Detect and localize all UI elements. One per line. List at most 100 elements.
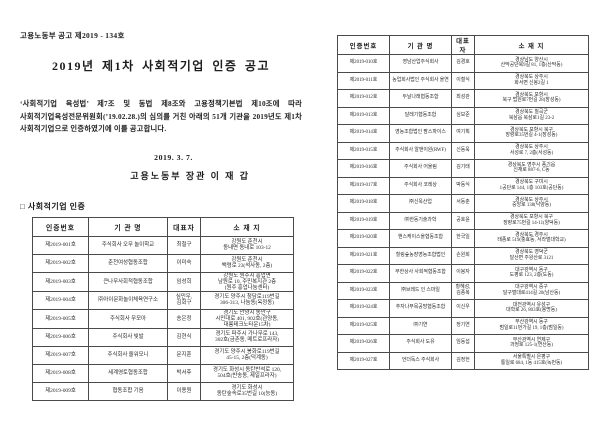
table-row: 제2019-003호 큰나무사회적협동조합 임성희 강원도 원주시 흥업면 남원로 1… bbox=[32, 271, 294, 292]
column-header: 기 관 명 bbox=[389, 35, 452, 55]
org-name-cell: 주식회사 무모아 bbox=[88, 308, 168, 329]
org-name-cell: 달레기협동조합 bbox=[389, 106, 452, 125]
address-cell: 경상북도 포항시 북구 장량로35번길 4-1(장성동) bbox=[474, 124, 589, 143]
table-row: 제2019-027호 언더독스 주식회사 김정헌 서울특별시 은평구 통일로 684,… bbox=[337, 351, 589, 370]
table-row: 제2019-022호 무한상사 사회적협동조합 이봉자 대구광역시 동구 도평로 12… bbox=[337, 264, 589, 283]
address-cell: 강원도 춘천시 백령로 23(석사동, 2층) bbox=[200, 253, 294, 273]
cert-no-cell: 제2019-008호 bbox=[32, 363, 89, 383]
representative-cell: 서동춘 bbox=[451, 194, 475, 213]
table-row: 제2019-012호 두날나래협동조합 최성관 경상북도 포항시 북구 법원로7번길 … bbox=[337, 89, 589, 108]
address-cell: 경상북도 칠곡군 북삼읍 북삼로1길 23-2 bbox=[474, 106, 589, 125]
address-cell: 경상북도 경주시 태종로 519(충효동, 서라벌대학교) bbox=[474, 229, 589, 248]
cert-no-cell: 제2019-010호 bbox=[337, 54, 390, 73]
column-header: 인증번호 bbox=[337, 35, 390, 55]
cert-no-cell: 제2019-013호 bbox=[337, 106, 390, 125]
cert-no-cell: 제2019-004호 bbox=[32, 290, 89, 310]
address-cell: 경기도 안양시 동안구 시민대로 401, 902호(관양동, 대륭테크노타운1… bbox=[200, 308, 294, 329]
address-cell: 경기도 양주시 봉화로119번길 45-15, 2층(덕계동) bbox=[200, 345, 294, 365]
org-name-cell: 큰나무사회적협동조합 bbox=[88, 271, 168, 292]
address-cell: 부산광역시 동구 범일로11번가길 19, 1층(범일동) bbox=[474, 316, 589, 335]
column-header: 인증번호 bbox=[32, 216, 89, 237]
org-name-cell: 핸스케이스올협동조합 bbox=[389, 229, 452, 248]
section-title: □ 사회적기업 인증 bbox=[20, 201, 86, 211]
representative-cell: 최성관 bbox=[451, 89, 475, 108]
representative-cell: 여기획 bbox=[451, 124, 475, 143]
address-cell: 경기도 화성시 동탄숲속로35번길 10(능동) bbox=[200, 381, 294, 401]
representative-cell: 이미숙 bbox=[167, 253, 201, 273]
table-row: 제2019-013호 달레기협동조합 심보준 경상북도 칠곡군 북삼읍 북삼로1길 2… bbox=[337, 106, 589, 125]
address-cell: 경기도 양주시 청담로119번길 306-313, 나눔동(옥정동) bbox=[200, 290, 294, 310]
address-cell: 경상북도 상주시 화서면 신봉2길 1 bbox=[474, 71, 589, 90]
cert-no-cell: 제2019-005호 bbox=[32, 308, 89, 329]
org-name-cell: 추자나무목공방협동조합 bbox=[389, 299, 452, 318]
address-cell: 부산광역시 연제구 과정로 125-1(연산동) bbox=[474, 334, 589, 353]
cert-no-cell: 제2019-021호 bbox=[337, 246, 390, 265]
org-name-cell: ㈜신옥산업 bbox=[389, 194, 452, 213]
column-header: 소 재 지 bbox=[474, 35, 589, 55]
org-name-cell: 주식회사 알앤이원(RWF) bbox=[389, 141, 452, 160]
address-cell: 강원도 원주시 흥업면 남원로 10, 주민복지관 2층 (원주 흥업나눔센터) bbox=[200, 271, 294, 292]
table-row: 제2019-009호 협동조합 기음 이용원 경기도 화성시 동탄숲속로35번길 10… bbox=[32, 381, 294, 401]
representative-cell: 신동욱 bbox=[451, 141, 475, 160]
representative-cell: 문지훈 bbox=[167, 345, 201, 365]
cert-no-cell: 제2019-026호 bbox=[337, 334, 390, 353]
cert-no-cell: 제2019-002호 bbox=[32, 253, 89, 273]
table-row: 제2019-006호 주식회사 빛발 김현식 경기도 파주시 가나무로 143, 30… bbox=[32, 327, 294, 347]
address-cell: 경상남도 양산시 산막공단북9길 81, 1층(산막동) bbox=[474, 54, 589, 73]
representative-cell: 김정헌 bbox=[451, 351, 475, 370]
org-name-cell: 언더독스 주식회사 bbox=[389, 351, 452, 370]
representative-cell: 손원희 bbox=[451, 246, 475, 265]
announcement-page-left: 고용노동부 공고 제2019 - 134호 2019년 제1차 사회적기업 인증… bbox=[20, 30, 302, 401]
address-cell: 경상북도 영덕군 달산면 주왕산로 3121 bbox=[474, 246, 589, 265]
table-row: 제2019-010호 영남산업주식회사 김경호 경상남도 양산시 산막공단북9길 81… bbox=[337, 54, 589, 73]
address-cell: 대구광역시 중구 달구벌대로414길 20(남산동) bbox=[474, 281, 589, 300]
address-cell: 서울특별시 은평구 통일로 684, 1동 415호(녹번동) bbox=[474, 351, 589, 370]
table-row: 제2019-015호 주식회사 알앤이원(RWF) 신동욱 경상북도 상주시 서성로 … bbox=[337, 141, 589, 160]
table-row: 제2019-001호 주식회사 오무 놀이학교 최철구 강원도 춘천시 동내면 동내로… bbox=[32, 235, 294, 255]
address-cell: 대구광역시 동구 도평로 123, 2층(도동) bbox=[474, 264, 589, 283]
address-cell: 대전광역시 유성구 대학로 26, 803호(봉명동) bbox=[474, 299, 589, 318]
address-cell: 경기도 파주시 가나무로 143, 302호(금촌동, 메트로프라자) bbox=[200, 327, 294, 347]
cert-no-cell: 제2019-017호 bbox=[337, 176, 390, 195]
org-name-cell: 영남산업주식회사 bbox=[389, 54, 452, 73]
cert-no-cell: 제2019-009호 bbox=[32, 381, 89, 401]
table-row: 제2019-026호 주식회사 도유 임동섭 부산광역시 연제구 과정로 125-1(… bbox=[337, 334, 589, 353]
table-row: 제2019-017호 주식회사 코레상 박동식 경상북도 구미시 1공단로 144, … bbox=[337, 176, 589, 195]
representative-cell: 김기태 bbox=[451, 159, 475, 178]
cert-no-cell: 제2019-007호 bbox=[32, 345, 89, 365]
org-name-cell: 영농조합법인 팜스파이스 bbox=[389, 124, 452, 143]
table-row: 제2019-005호 주식회사 무모아 송은정 경기도 안양시 동안구 시민대로 40… bbox=[32, 308, 294, 329]
cert-no-cell: 제2019-025호 bbox=[337, 316, 390, 335]
cert-no-cell: 제2019-020호 bbox=[337, 229, 390, 248]
cert-no-cell: 제2019-016호 bbox=[337, 159, 390, 178]
address-cell: 경상북도 영주시 풍기읍 신재로 887-6, C동 bbox=[474, 159, 589, 178]
cert-no-cell: 제2019-015호 bbox=[337, 141, 390, 160]
org-name-cell: ㈜아이문화놀이체육연구소 bbox=[88, 290, 168, 310]
table-row: 제2019-020호 핸스케이스올협동조합 한국일 경상북도 경주시 태종로 519(… bbox=[337, 229, 589, 248]
representative-cell: 황혜성, 김종복 bbox=[451, 281, 475, 300]
org-name-cell: 주식회사 오무 놀이학교 bbox=[88, 235, 168, 255]
cert-no-cell: 제2019-023호 bbox=[337, 281, 390, 300]
table-row: 제2019-024호 추자나무목공방협동조합 이신우 대전광역시 유성구 대학로 26… bbox=[337, 299, 589, 318]
cert-no-cell: 제2019-024호 bbox=[337, 299, 390, 318]
org-name-cell: ㈜한동기술과학 bbox=[389, 211, 452, 230]
table-row: 제2019-011호 농업회사법인 주식회사 올연 이철식 경상북도 상주시 화서면 … bbox=[337, 71, 589, 90]
representative-cell: 공호윤 bbox=[451, 211, 475, 230]
table-row: 제2019-002호 춘천여성협동조합 이미숙 강원도 춘천시 백령로 23(석사동,… bbox=[32, 253, 294, 273]
representative-cell: 최철구 bbox=[167, 235, 201, 255]
announcement-body-text: ‘사회적기업 육성법’ 제7조 및 동법 제8조와 고용정책기본법 제10조에 … bbox=[20, 99, 302, 133]
org-name-cell: 주식회사 코레상 bbox=[389, 176, 452, 195]
address-cell: 경상북도 상주시 서성로 7, 2층(서성동) bbox=[474, 141, 589, 160]
cert-no-cell: 제2019-027호 bbox=[337, 351, 390, 370]
table-row: 제2019-014호 영농조합법인 팜스파이스 여기획 경상북도 포항시 북구 장량로… bbox=[337, 124, 589, 143]
signature-line: 고용노동부 장관 이 재 갑 bbox=[130, 170, 250, 181]
representative-cell: 이봉자 bbox=[451, 264, 475, 283]
org-name-cell: 주식회사 올워모니 bbox=[88, 345, 168, 365]
certification-table-right: 인증번호 기 관 명 대표자 소 재 지 제2019-010호 영남산업주식회사 김경호 경… bbox=[337, 35, 589, 370]
representative-cell: 이용원 bbox=[167, 381, 201, 401]
cert-no-cell: 제2019-001호 bbox=[32, 235, 89, 255]
table-row: 제2019-025호 ㈜기연 정기연 부산광역시 동구 범일로11번가길 19, 1층… bbox=[337, 316, 589, 335]
table-row: 제2019-008호 세계영토협동조합 박서후 경기도 화성시 동탄반석로 120, … bbox=[32, 363, 294, 383]
table-row: 제2019-007호 주식회사 올워모니 문지훈 경기도 양주시 봉화로119번길 4… bbox=[32, 345, 294, 365]
